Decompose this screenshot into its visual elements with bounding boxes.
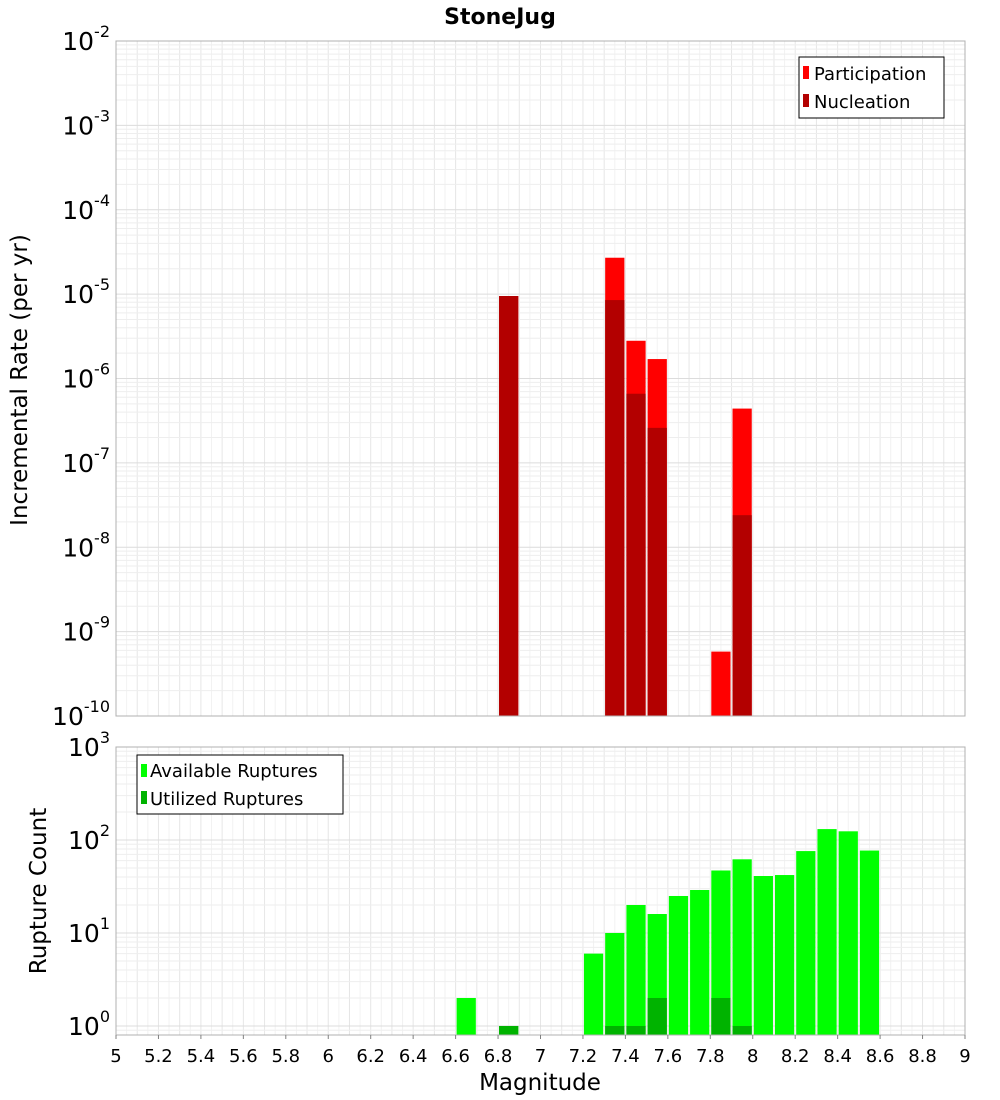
bar-nucleation — [647, 427, 667, 716]
bar-nucleation — [499, 296, 519, 716]
bar-participation — [711, 651, 731, 716]
chart-title: StoneJug — [444, 5, 556, 30]
x-tick-label: 5.2 — [144, 1046, 173, 1067]
y-tick-label: 10-6 — [62, 360, 110, 394]
bar-available-ruptures — [774, 875, 795, 1035]
x-tick-label: 7.8 — [696, 1046, 725, 1067]
y-tick-label: 10-5 — [62, 275, 110, 309]
x-tick-label: 8.8 — [908, 1046, 937, 1067]
legend-swatch-utilized — [141, 791, 147, 804]
bar-utilized-ruptures — [647, 997, 667, 1035]
legend-label-nucleation: Nucleation — [814, 92, 910, 113]
bar-available-ruptures — [859, 850, 880, 1035]
y-tick-label: 10-9 — [62, 613, 110, 647]
x-tick-label: 7.4 — [611, 1046, 640, 1067]
bar-nucleation — [732, 515, 752, 716]
bar-utilized-ruptures — [732, 1025, 752, 1035]
x-tick-label: 6.8 — [484, 1046, 513, 1067]
legend-label-participation: Participation — [814, 64, 926, 85]
magnitude-x-ticks: 5 5.2 5.4 5.6 5.8 6 6.2 6.4 6.6 6.8 7 7.2 7.4 7.6 7.8 8… — [110, 1035, 971, 1067]
y-tick-label: 103 — [68, 728, 110, 762]
count-y-ticks: 103 102 101 100 — [68, 728, 110, 1041]
x-tick-label: 8.6 — [866, 1046, 895, 1067]
count-legend: Available Ruptures Utilized Ruptures — [136, 754, 344, 815]
x-tick-label: 5.6 — [229, 1046, 258, 1067]
bar-available-ruptures — [796, 851, 816, 1035]
bar-available-ruptures — [668, 895, 689, 1035]
bar-available-ruptures — [817, 829, 837, 1035]
x-tick-label: 7.6 — [654, 1046, 683, 1067]
y-tick-label: 10-8 — [62, 528, 110, 562]
bar-nucleation — [605, 300, 625, 716]
y-tick-label: 102 — [68, 821, 110, 855]
x-tick-label: 9 — [959, 1046, 970, 1067]
bar-nucleation — [626, 393, 646, 716]
legend-label-available: Available Ruptures — [150, 761, 318, 782]
rate-grid — [116, 41, 965, 716]
x-tick-label: 8.2 — [781, 1046, 810, 1067]
x-tick-label: 6.4 — [399, 1046, 428, 1067]
count-y-axis-label: Rupture Count — [26, 808, 52, 974]
y-tick-label: 10-7 — [62, 444, 110, 478]
bar-utilized-ruptures — [711, 997, 731, 1035]
y-tick-label: 10-3 — [62, 106, 110, 140]
y-tick-label: 10-10 — [52, 697, 110, 731]
y-tick-label: 100 — [68, 1007, 110, 1041]
legend-swatch-available — [141, 764, 147, 777]
bar-available-ruptures — [626, 904, 646, 1035]
legend-swatch-nucleation — [803, 94, 809, 107]
x-tick-label: 6.2 — [356, 1046, 385, 1067]
rate-legend-box — [798, 56, 945, 119]
rate-legend: Participation Nucleation — [798, 56, 945, 119]
magnitude-x-axis-label: Magnitude — [479, 1070, 601, 1096]
bar-available-ruptures — [838, 831, 858, 1035]
legend-swatch-participation — [803, 66, 809, 79]
x-tick-label: 8.4 — [823, 1046, 852, 1067]
bar-utilized-ruptures — [605, 1025, 625, 1035]
x-tick-label: 6.6 — [441, 1046, 470, 1067]
bar-available-ruptures — [605, 932, 625, 1035]
rate-plot-frame — [115, 40, 966, 717]
y-tick-label: 101 — [68, 914, 110, 948]
bar-available-ruptures — [583, 953, 604, 1035]
count-legend-box — [136, 754, 344, 815]
bar-available-ruptures — [456, 997, 476, 1035]
bar-available-ruptures — [711, 870, 731, 1035]
rate-y-axis-label: Incremental Rate (per yr) — [7, 234, 33, 526]
x-tick-label: 5 — [110, 1046, 121, 1067]
x-tick-label: 8 — [747, 1046, 758, 1067]
count-bars — [456, 829, 880, 1035]
x-tick-label: 5.8 — [271, 1046, 300, 1067]
bar-available-ruptures — [753, 876, 773, 1035]
x-tick-label: 5.4 — [187, 1046, 216, 1067]
rate-panel: 10-2 10-3 10-4 10-5 10-6 10-7 10-8 10-9 10-10 In… — [7, 22, 966, 731]
x-tick-label: 6 — [323, 1046, 334, 1067]
bar-available-ruptures — [732, 859, 752, 1035]
y-tick-label: 10-2 — [62, 22, 110, 56]
count-panel: 103 102 101 100 5 5.2 5.4 5.6 5.8 6 6.2 6.4 6.6 6.8 7… — [26, 728, 971, 1096]
x-tick-label: 7 — [535, 1046, 546, 1067]
x-tick-label: 7.2 — [569, 1046, 598, 1067]
bar-utilized-ruptures — [626, 1025, 646, 1035]
rate-bars — [499, 257, 752, 716]
legend-label-utilized: Utilized Ruptures — [150, 789, 303, 810]
bar-available-ruptures — [690, 889, 710, 1035]
y-tick-label: 10-4 — [62, 191, 110, 225]
bar-utilized-ruptures — [499, 1025, 519, 1035]
rate-y-ticks: 10-2 10-3 10-4 10-5 10-6 10-7 10-8 10-9 10-10 — [52, 22, 110, 731]
